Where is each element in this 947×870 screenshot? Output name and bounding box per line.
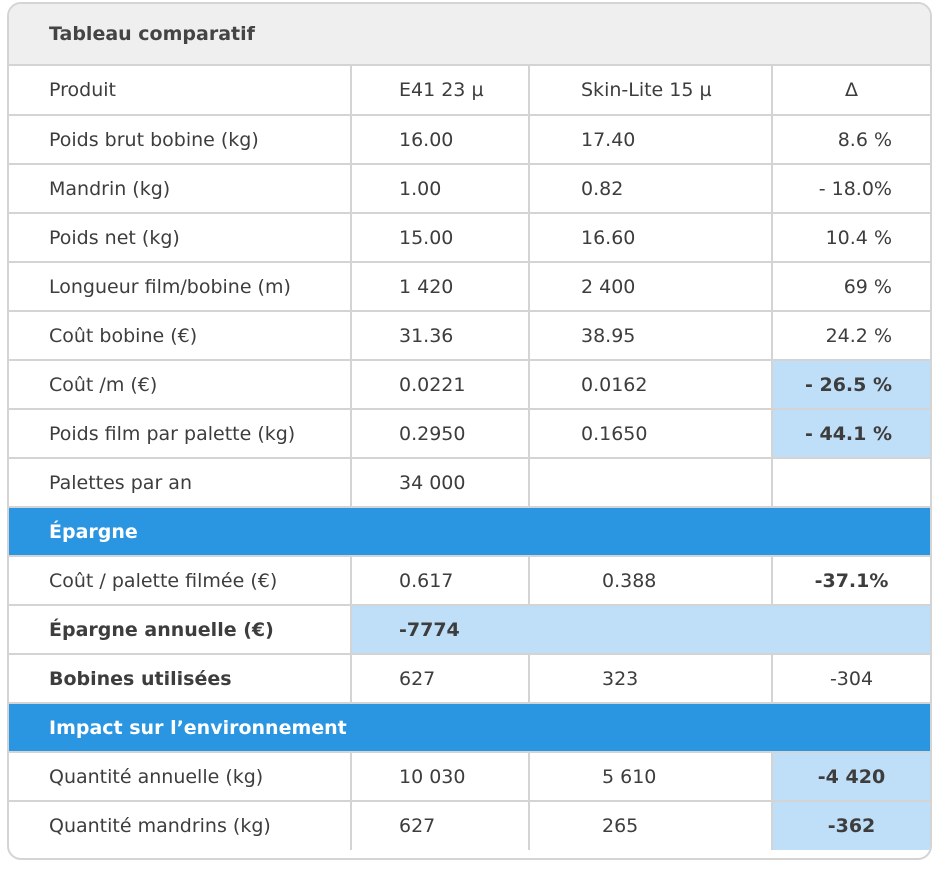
table-row: Épargne annuelle (€) -7774 bbox=[9, 605, 930, 655]
row-delta: -304 bbox=[772, 654, 930, 704]
table-row: Poids film par palette (kg) 0.2950 0.165… bbox=[9, 409, 930, 459]
row-value-a: 1.00 bbox=[351, 164, 530, 214]
section-environnement: Impact sur l’environnement bbox=[9, 703, 930, 753]
table-row: Coût bobine (€) 31.36 38.95 24.2 % bbox=[9, 311, 930, 361]
table-row: Poids net (kg) 15.00 16.60 10.4 % bbox=[9, 213, 930, 263]
row-value-a: 31.36 bbox=[351, 311, 530, 361]
row-label: Bobines utilisées bbox=[9, 654, 352, 704]
header-col-a: E41 23 µ bbox=[351, 66, 530, 116]
row-label: Mandrin (kg) bbox=[9, 164, 352, 214]
row-value-b: 17.40 bbox=[529, 115, 773, 165]
row-value-a: 1 420 bbox=[351, 262, 530, 312]
row-value-a: 15.00 bbox=[351, 213, 530, 263]
row-delta: -37.1% bbox=[772, 556, 930, 606]
table-row: Bobines utilisées 627 323 -304 bbox=[9, 654, 930, 704]
table-row: Coût / palette filmée (€) 0.617 0.388 -3… bbox=[9, 556, 930, 606]
header-delta: Δ bbox=[772, 66, 930, 116]
row-value-a: 16.00 bbox=[351, 115, 530, 165]
row-value-b bbox=[529, 458, 773, 508]
table-row: Quantité annuelle (kg) 10 030 5 610 -4 4… bbox=[9, 752, 930, 802]
header-col-b: Skin-Lite 15 µ bbox=[529, 66, 773, 116]
row-label: Coût /m (€) bbox=[9, 360, 352, 410]
row-delta-highlight: - 44.1 % bbox=[772, 409, 930, 459]
row-label: Poids net (kg) bbox=[9, 213, 352, 263]
row-value-a: 627 bbox=[351, 801, 530, 850]
header-row: Produit E41 23 µ Skin-Lite 15 µ Δ bbox=[9, 66, 930, 116]
table-row: Longueur film/bobine (m) 1 420 2 400 69 … bbox=[9, 262, 930, 312]
row-value-b: 38.95 bbox=[529, 311, 773, 361]
row-delta-highlight: -4 420 bbox=[772, 752, 930, 802]
header-produit: Produit bbox=[9, 66, 352, 116]
table-row: Palettes par an 34 000 bbox=[9, 458, 930, 508]
comparison-card: Tableau comparatif Produit E41 23 µ Skin… bbox=[7, 2, 932, 860]
table-row: Mandrin (kg) 1.00 0.82 - 18.0% bbox=[9, 164, 930, 214]
row-value-a: 627 bbox=[351, 654, 530, 704]
row-value-b: 0.1650 bbox=[529, 409, 773, 459]
row-delta-highlight: -362 bbox=[772, 801, 930, 850]
section-title-epargne: Épargne bbox=[9, 507, 930, 557]
row-label: Poids film par palette (kg) bbox=[9, 409, 352, 459]
row-value-b: 2 400 bbox=[529, 262, 773, 312]
row-value-b: 323 bbox=[529, 654, 773, 704]
row-value-a: 0.2950 bbox=[351, 409, 530, 459]
row-delta: 8.6 % bbox=[772, 115, 930, 165]
row-value-a: 0.0221 bbox=[351, 360, 530, 410]
annual-savings-value: -7774 bbox=[351, 605, 930, 655]
row-delta: - 18.0% bbox=[772, 164, 930, 214]
row-label: Coût / palette filmée (€) bbox=[9, 556, 352, 606]
row-value-b: 0.388 bbox=[529, 556, 773, 606]
row-delta: 69 % bbox=[772, 262, 930, 312]
row-label: Poids brut bobine (kg) bbox=[9, 115, 352, 165]
section-title-environnement: Impact sur l’environnement bbox=[9, 703, 930, 753]
row-value-a: 0.617 bbox=[351, 556, 530, 606]
row-label: Épargne annuelle (€) bbox=[9, 605, 352, 655]
table-row: Quantité mandrins (kg) 627 265 -362 bbox=[9, 801, 930, 850]
row-value-b: 0.0162 bbox=[529, 360, 773, 410]
row-value-a: 34 000 bbox=[351, 458, 530, 508]
row-label: Palettes par an bbox=[9, 458, 352, 508]
comparison-table: Produit E41 23 µ Skin-Lite 15 µ Δ Poids … bbox=[9, 66, 930, 850]
table-row: Coût /m (€) 0.0221 0.0162 - 26.5 % bbox=[9, 360, 930, 410]
table-row: Poids brut bobine (kg) 16.00 17.40 8.6 % bbox=[9, 115, 930, 165]
row-value-b: 0.82 bbox=[529, 164, 773, 214]
row-value-b: 5 610 bbox=[529, 752, 773, 802]
row-delta-highlight: - 26.5 % bbox=[772, 360, 930, 410]
section-epargne: Épargne bbox=[9, 507, 930, 557]
row-label: Coût bobine (€) bbox=[9, 311, 352, 361]
row-delta: 10.4 % bbox=[772, 213, 930, 263]
table-title: Tableau comparatif bbox=[9, 4, 930, 66]
row-value-a: 10 030 bbox=[351, 752, 530, 802]
row-label: Longueur film/bobine (m) bbox=[9, 262, 352, 312]
row-label: Quantité mandrins (kg) bbox=[9, 801, 352, 850]
row-value-b: 16.60 bbox=[529, 213, 773, 263]
row-value-b: 265 bbox=[529, 801, 773, 850]
row-delta: 24.2 % bbox=[772, 311, 930, 361]
row-label: Quantité annuelle (kg) bbox=[9, 752, 352, 802]
row-delta bbox=[772, 458, 930, 508]
